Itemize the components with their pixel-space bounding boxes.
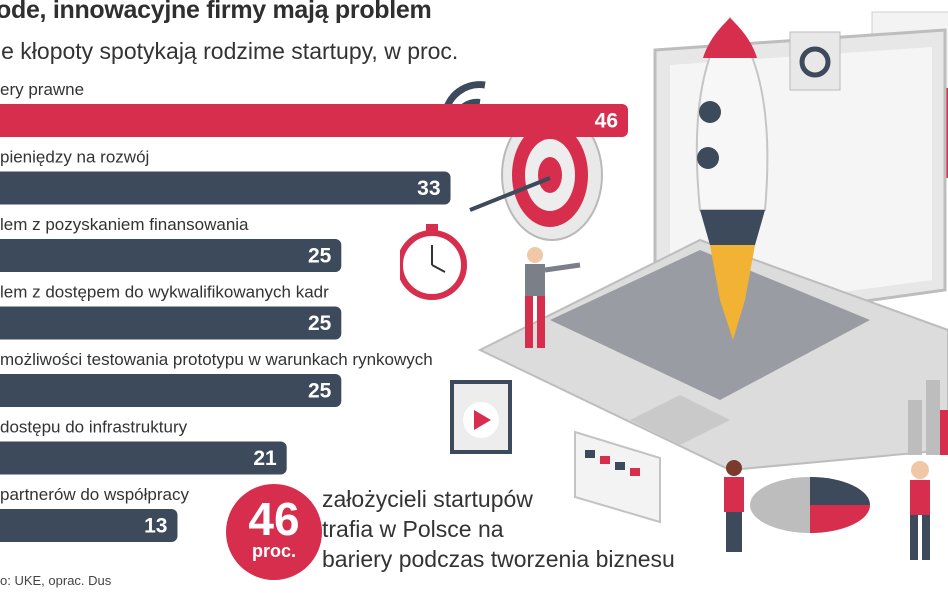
source-note: o: UKE, oprac. Dus xyxy=(0,573,112,588)
callout-line: założycieli startupów xyxy=(322,486,533,512)
category-label: lem z pozyskaniem finansowania xyxy=(0,215,249,234)
value-label: 33 xyxy=(417,177,440,200)
bar xyxy=(0,239,342,272)
rocket-flame xyxy=(710,245,755,340)
bar xyxy=(0,509,178,542)
rocket-window xyxy=(697,147,719,169)
callout-line: bariery podczas tworzenia biznesu xyxy=(322,546,675,572)
gear-icon xyxy=(789,31,841,91)
value-label: 13 xyxy=(144,515,167,538)
value-label: 25 xyxy=(308,312,332,335)
person-figure xyxy=(911,461,929,479)
bar xyxy=(0,306,342,340)
highlight-callout-circle: 46 proc. xyxy=(226,484,322,580)
trackpad xyxy=(630,395,730,445)
rocket-base xyxy=(700,210,765,245)
category-label: dostępu do infrastruktury xyxy=(0,418,188,437)
startup-illustration xyxy=(400,11,948,560)
category-label: partnerów do współpracy xyxy=(0,485,189,504)
value-label: 21 xyxy=(253,447,277,470)
bar xyxy=(0,374,342,407)
category-label: ery prawne xyxy=(0,80,84,99)
arrow xyxy=(469,176,551,212)
callout-line: trafia w Polsce na xyxy=(322,516,504,542)
bar xyxy=(0,171,451,205)
value-label: 25 xyxy=(308,380,332,403)
keyboard xyxy=(550,250,870,400)
rocket-window xyxy=(699,101,721,123)
value-label: 25 xyxy=(308,245,332,268)
chart-subtitle: ie kłopoty spotykają rodzime startupy, w… xyxy=(0,38,459,64)
rocket-tip xyxy=(703,18,757,58)
value-label: 46 xyxy=(595,110,618,133)
calendar-icon xyxy=(574,430,661,524)
category-label: lem z dostępem do wykwalifikowanych kadr xyxy=(0,283,329,302)
bar xyxy=(0,441,287,475)
person-figure xyxy=(527,247,543,263)
callout-number: 46 xyxy=(248,493,300,545)
category-label: możliwości testowania prototypu w warunk… xyxy=(0,350,433,369)
bar-graph-icon xyxy=(908,400,922,455)
callout-unit: proc. xyxy=(251,541,296,561)
chart-title: ode, innowacyjne firmy mają problem xyxy=(0,0,432,24)
person-figure xyxy=(726,460,742,476)
bar xyxy=(0,104,628,137)
callout-text: założycieli startupów trafia w Polsce na… xyxy=(322,484,675,574)
category-label: pieniędzy na rozwój xyxy=(0,148,149,167)
